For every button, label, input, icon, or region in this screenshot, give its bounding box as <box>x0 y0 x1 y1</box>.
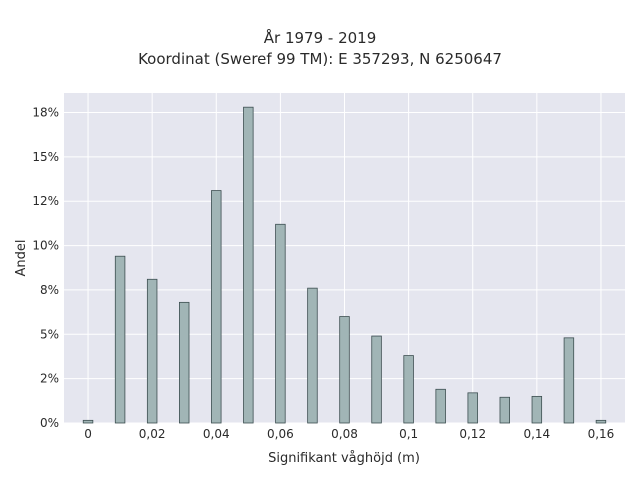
histogram-bar <box>339 316 350 424</box>
x-tick-label: 0,02 <box>139 427 166 441</box>
chart-title-line-2: Koordinat (Sweref 99 TM): E 357293, N 62… <box>138 50 502 68</box>
y-axis-ticks: 0% 2% 5% 8% 10% 12% 15% 18% <box>32 106 59 430</box>
histogram-bar <box>114 255 126 424</box>
y-tick-label: 5% <box>40 327 59 341</box>
y-tick-label: 0% <box>40 416 59 430</box>
histogram-bar <box>595 419 607 424</box>
histogram-bar <box>435 388 446 424</box>
histogram-bar <box>403 355 414 424</box>
chart-title: År 1979 - 2019 Koordinat (Sweref 99 TM):… <box>0 28 640 70</box>
histogram-bar <box>243 106 254 424</box>
y-tick-label: 15% <box>32 150 59 164</box>
x-tick-label: 0,16 <box>588 427 615 441</box>
y-tick-label: 18% <box>32 106 59 120</box>
x-tick-label: 0,1 <box>399 427 418 441</box>
histogram-bar <box>179 301 190 424</box>
y-axis-label: Andel <box>14 240 29 277</box>
x-tick-label: 0,04 <box>203 427 230 441</box>
x-tick-label: 0,08 <box>331 427 358 441</box>
bars <box>82 106 607 424</box>
y-tick-label: 10% <box>32 239 59 253</box>
histogram-bar <box>211 190 222 424</box>
x-axis-label: Signifikant våghöjd (m) <box>268 451 420 466</box>
x-tick-label: 0 <box>84 427 92 441</box>
x-tick-label: 0,06 <box>267 427 294 441</box>
histogram-bar <box>371 335 382 424</box>
histogram-bar <box>82 419 94 424</box>
histogram-bar <box>531 395 543 424</box>
histogram-bar <box>563 337 575 424</box>
histogram-bar <box>146 278 158 424</box>
y-tick-label: 12% <box>32 194 59 208</box>
chart-title-line-1: År 1979 - 2019 <box>263 29 377 47</box>
histogram-bar <box>467 392 478 424</box>
y-tick-label: 8% <box>40 283 59 297</box>
x-tick-label: 0,14 <box>523 427 550 441</box>
histogram-bar <box>275 223 286 424</box>
x-axis-ticks: 0 0,02 0,04 0,06 0,08 0,1 0,12 0,14 0,16 <box>84 427 614 441</box>
histogram-bar <box>307 287 318 424</box>
histogram-bar <box>499 396 510 424</box>
y-tick-label: 2% <box>40 372 59 386</box>
x-tick-label: 0,12 <box>459 427 486 441</box>
